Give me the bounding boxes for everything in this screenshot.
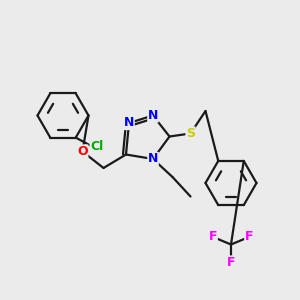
Text: F: F <box>209 230 217 244</box>
Text: N: N <box>148 152 158 166</box>
Text: N: N <box>148 109 158 122</box>
Text: N: N <box>124 116 134 130</box>
Text: S: S <box>186 127 195 140</box>
Text: O: O <box>77 145 88 158</box>
Text: F: F <box>227 256 235 269</box>
Text: Cl: Cl <box>90 140 104 153</box>
Text: F: F <box>245 230 253 244</box>
